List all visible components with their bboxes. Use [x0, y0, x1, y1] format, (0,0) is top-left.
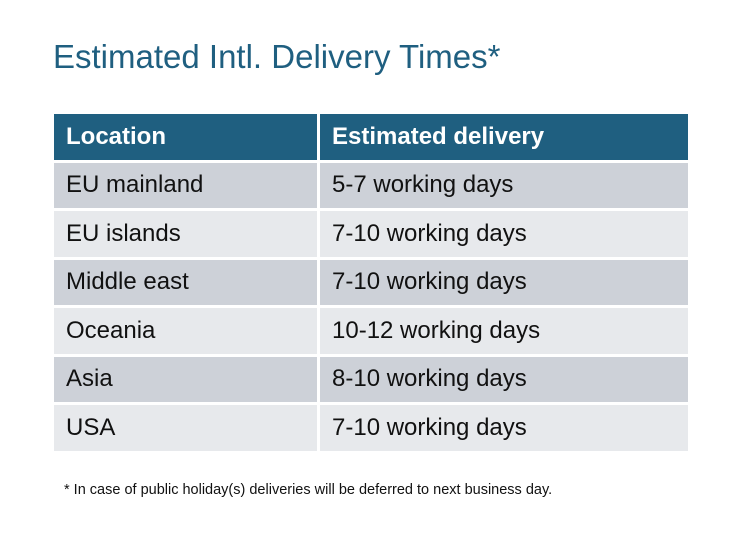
table-row: EU mainland 5-7 working days — [54, 162, 688, 208]
delivery-cell: 10-12 working days — [320, 308, 688, 354]
table-row: Oceania 10-12 working days — [54, 308, 688, 354]
location-cell: EU islands — [54, 211, 317, 257]
delivery-cell: 7-10 working days — [320, 211, 688, 257]
location-cell: EU mainland — [54, 162, 317, 208]
table-row: USA 7-10 working days — [54, 405, 688, 451]
table-header-row: Location Estimated delivery — [54, 114, 688, 160]
delivery-cell: 8-10 working days — [320, 356, 688, 402]
header-location: Location — [54, 114, 317, 160]
table-row: Middle east 7-10 working days — [54, 259, 688, 305]
footnote: * In case of public holiday(s) deliverie… — [64, 482, 553, 498]
delivery-cell: 5-7 working days — [320, 162, 688, 208]
delivery-cell: 7-10 working days — [320, 259, 688, 305]
location-cell: Middle east — [54, 259, 317, 305]
table-row: Asia 8-10 working days — [54, 356, 688, 402]
location-cell: Asia — [54, 356, 317, 402]
delivery-cell: 7-10 working days — [320, 405, 688, 451]
header-estimated-delivery: Estimated delivery — [320, 114, 688, 160]
table-row: EU islands 7-10 working days — [54, 211, 688, 257]
location-cell: Oceania — [54, 308, 317, 354]
delivery-table: Location Estimated delivery EU mainland … — [51, 111, 691, 454]
location-cell: USA — [54, 405, 317, 451]
page-title: Estimated Intl. Delivery Times* — [53, 38, 501, 75]
